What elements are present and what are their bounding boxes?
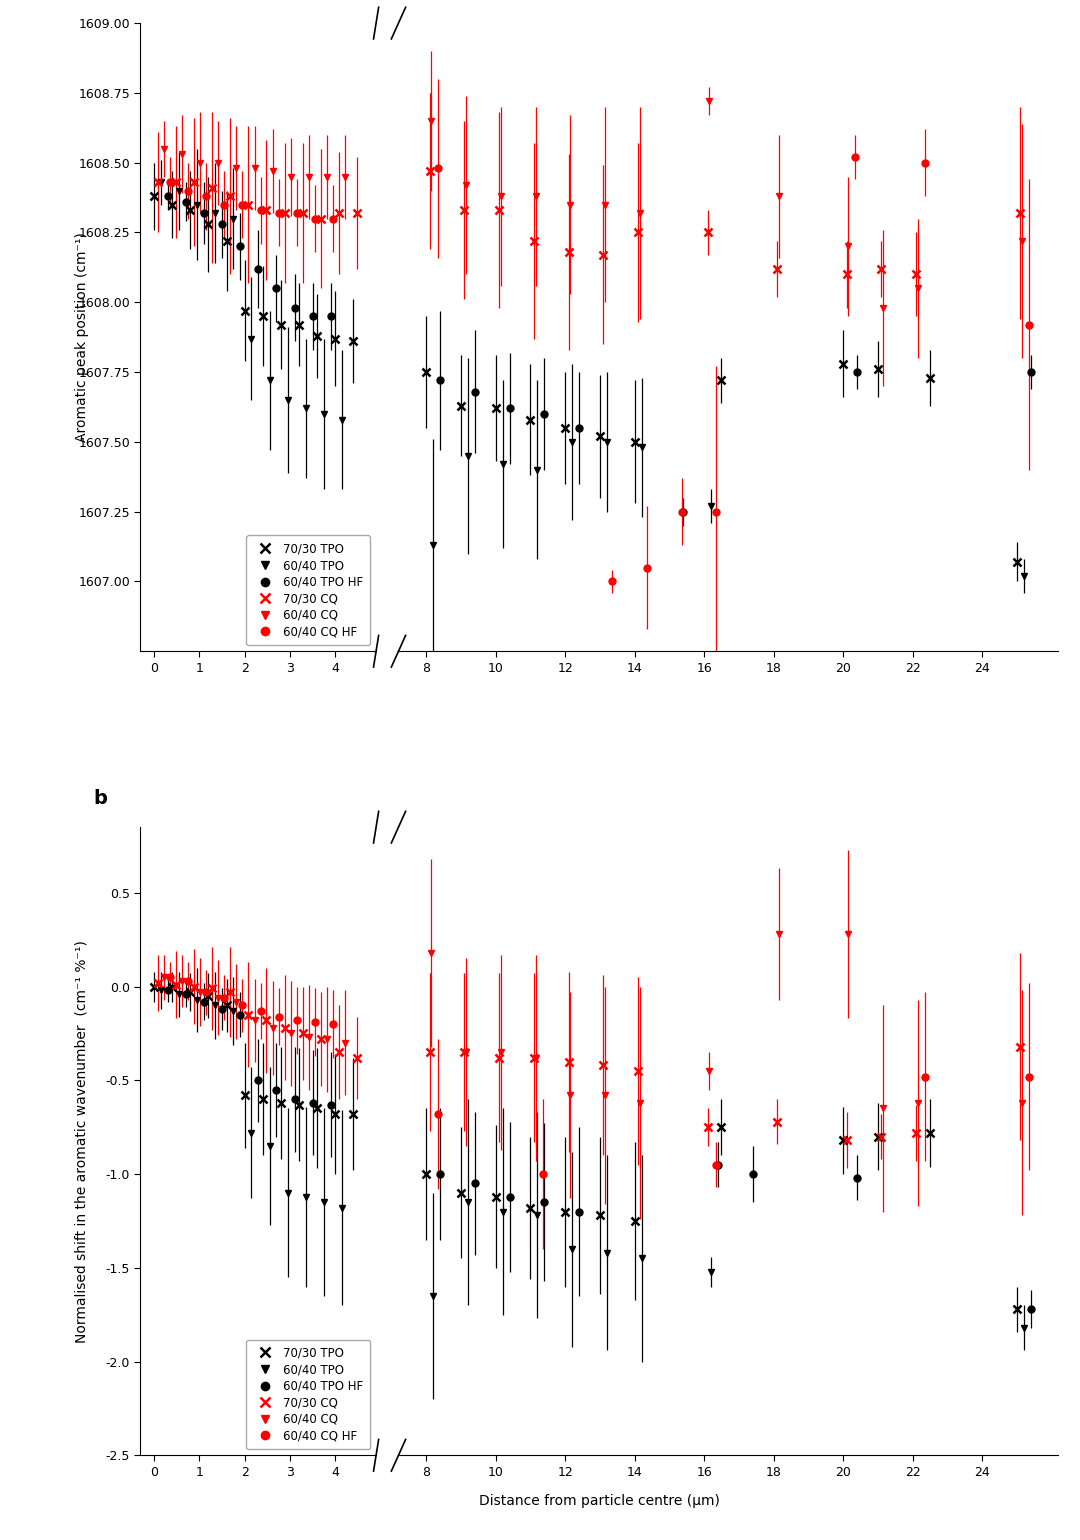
Text: Distance from particle centre (μm): Distance from particle centre (μm) (478, 1494, 720, 1509)
Y-axis label: Normalised shift in the aromatic wavenumber  (cm⁻¹ %⁻¹): Normalised shift in the aromatic wavenum… (75, 939, 89, 1343)
Text: a: a (93, 0, 107, 5)
Y-axis label: Aromatic peak position (cm⁻¹): Aromatic peak position (cm⁻¹) (75, 233, 89, 442)
Text: b: b (93, 790, 107, 808)
Legend: 70/30 TPO, 60/40 TPO, 60/40 TPO HF, 70/30 CQ, 60/40 CQ, 60/40 CQ HF: 70/30 TPO, 60/40 TPO, 60/40 TPO HF, 70/3… (246, 536, 370, 645)
Legend: 70/30 TPO, 60/40 TPO, 60/40 TPO HF, 70/30 CQ, 60/40 CQ, 60/40 CQ HF: 70/30 TPO, 60/40 TPO, 60/40 TPO HF, 70/3… (246, 1340, 370, 1449)
